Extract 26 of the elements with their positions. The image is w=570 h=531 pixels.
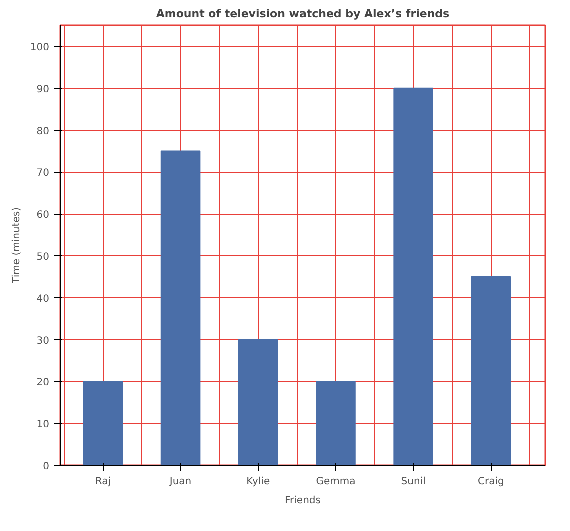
- x-tick-label: Raj: [95, 476, 112, 488]
- x-axis-title: Friends: [285, 496, 321, 506]
- y-tick-label: 0: [43, 462, 50, 472]
- y-axis-title: Time (minutes): [11, 207, 22, 284]
- bar: [316, 381, 356, 466]
- x-tick-label: Sunil: [401, 476, 426, 488]
- y-tick-label: 10: [36, 420, 50, 431]
- bar: [83, 381, 124, 466]
- y-tick-label: 70: [36, 168, 50, 180]
- bar: [394, 88, 434, 466]
- x-tick-label: Gemma: [316, 476, 356, 488]
- x-tick-label: Craig: [478, 476, 504, 488]
- y-tick-label: 60: [36, 210, 50, 222]
- x-tick-label: Juan: [168, 476, 192, 488]
- y-tick-label: 20: [36, 378, 50, 389]
- bar: [238, 339, 278, 466]
- y-tick-label: 100: [30, 42, 50, 54]
- y-tick-label: 90: [36, 84, 50, 96]
- y-tick-label: 80: [36, 126, 50, 138]
- bar: [471, 276, 512, 466]
- y-tick-label: 50: [36, 252, 50, 263]
- chart-title: Amount of television watched by Alex’s friends: [156, 8, 450, 20]
- bar: [160, 150, 201, 466]
- y-tick-label: 40: [36, 294, 50, 305]
- y-tick-label: 30: [36, 336, 50, 347]
- x-tick-label: Kylie: [246, 476, 270, 488]
